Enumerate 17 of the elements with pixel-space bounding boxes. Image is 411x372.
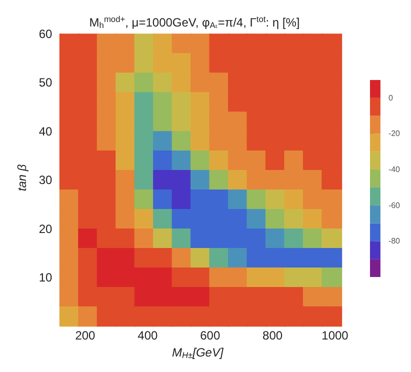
y-tick-label: 30 xyxy=(38,173,53,188)
x-tick-label: 400 xyxy=(138,328,158,342)
color-bar-label: -80 xyxy=(388,236,401,246)
color-bar-label: -60 xyxy=(388,200,401,210)
y-tick-label: 40 xyxy=(38,124,53,138)
x-tick-label: 800 xyxy=(262,328,283,342)
y-tick-label: 20 xyxy=(38,222,53,236)
y-tick-label: 10 xyxy=(38,270,53,285)
x-tick-label: 200 xyxy=(75,328,96,342)
y-tick-label: 60 xyxy=(38,27,53,41)
color-bar-label: -40 xyxy=(388,165,401,174)
x-tick-label: 1000 xyxy=(322,328,349,342)
color-bar-label: 0 xyxy=(388,93,394,102)
y-axis-title: tan β xyxy=(15,164,29,192)
y-tick-label: 50 xyxy=(38,76,53,90)
color-bar-label: -20 xyxy=(388,129,401,138)
x-tick-label: 600 xyxy=(200,328,220,342)
